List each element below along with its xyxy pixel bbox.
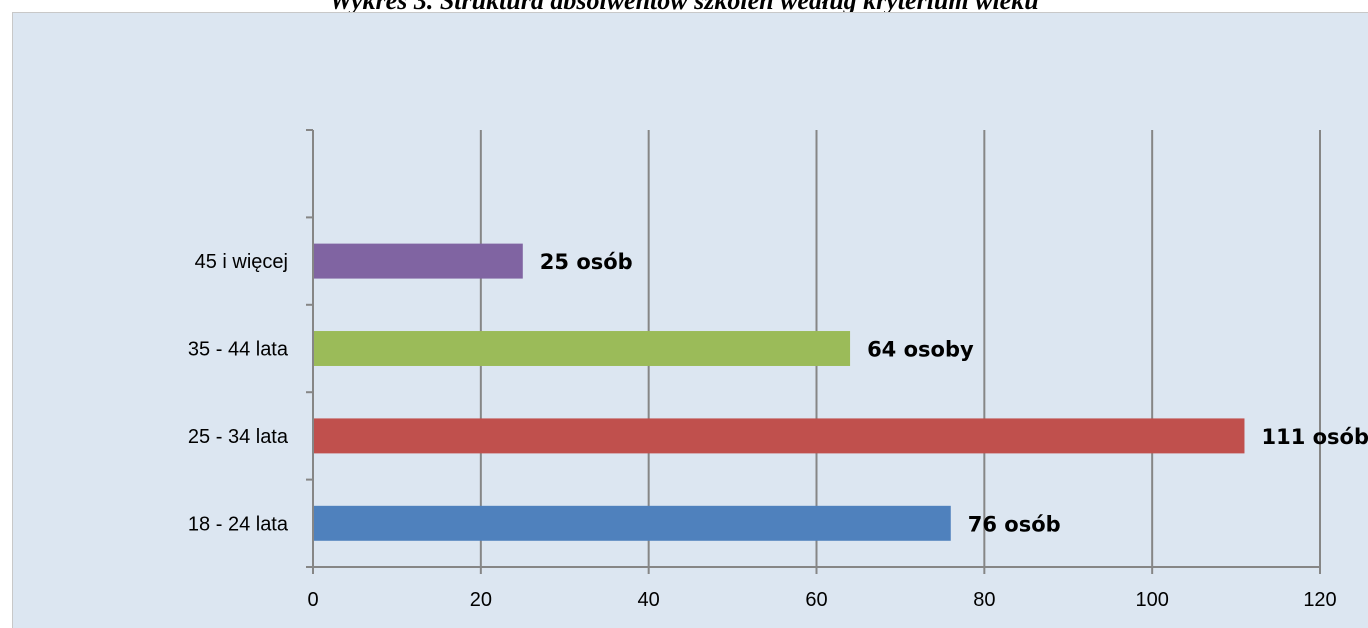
x-tick-label-80: 80: [973, 589, 995, 611]
category-label-2: 35 - 44 lata: [188, 339, 289, 361]
data-label-1: 111 osób: [1261, 425, 1368, 449]
x-tick-label-0: 0: [307, 589, 318, 611]
bar-0: [314, 505, 951, 541]
x-tick-label-100: 100: [1135, 589, 1168, 611]
category-label-0: 18 - 24 lata: [188, 513, 289, 535]
data-label-3: 25 osób: [540, 250, 633, 274]
x-tick-label-40: 40: [638, 589, 660, 611]
x-tick-label-60: 60: [805, 589, 827, 611]
data-label-2: 64 osoby: [867, 338, 974, 362]
bar-2: [314, 331, 851, 366]
chart-title: Wykres 3. Struktura absolwentów szkoleń …: [329, 0, 1039, 15]
x-tick-label-20: 20: [470, 589, 492, 611]
bar-1: [314, 418, 1245, 454]
data-label-0: 76 osób: [968, 512, 1061, 536]
category-label-3: 45 i więcej: [195, 251, 288, 273]
bar-3: [314, 243, 523, 279]
category-label-1: 25 - 34 lata: [188, 426, 289, 448]
x-tick-label-120: 120: [1303, 589, 1336, 611]
